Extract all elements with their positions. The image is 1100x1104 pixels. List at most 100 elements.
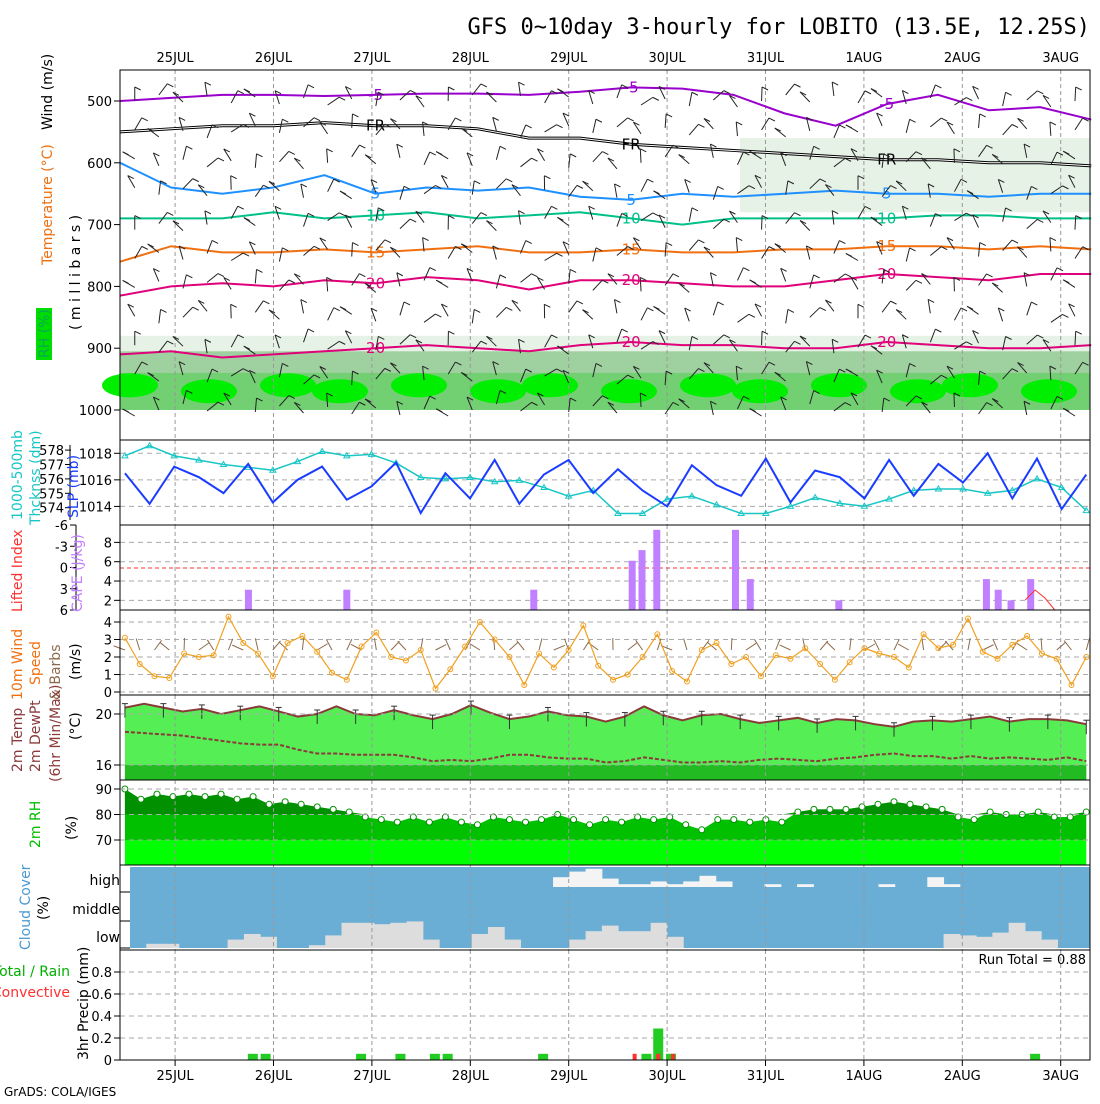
tick-label: 3: [60, 583, 68, 598]
tick-label: 3: [104, 634, 112, 649]
wind-barb-flag: [557, 253, 563, 256]
wind-barb-flag: [916, 280, 922, 283]
wind-barb-flag: [596, 119, 602, 122]
wind-barb-flag: [1076, 331, 1082, 334]
label-precip-total: Total / Rain: [0, 964, 70, 980]
wind-barb: [400, 90, 410, 100]
tick-label: 2: [104, 651, 112, 666]
rain-bar: [430, 1054, 440, 1060]
rh-point: [619, 819, 625, 825]
cape-bar: [530, 590, 537, 610]
rh-band-90: [391, 373, 447, 397]
wind-barb-flag: [570, 269, 576, 272]
wind-barb: [390, 119, 400, 129]
wind-barb-flag: [142, 118, 148, 121]
rh-point: [234, 796, 240, 802]
wind-barb: [539, 638, 542, 650]
wind-barb-flag: [186, 146, 192, 149]
wind-barb-flag: [404, 302, 410, 305]
rh-point: [571, 817, 577, 823]
wind-barb-flag: [1062, 314, 1068, 317]
wind-barb: [545, 91, 552, 103]
tick-label: 900: [87, 342, 112, 357]
wind-barb: [737, 268, 743, 281]
wind-barb: [1050, 122, 1051, 136]
wind-speed-line: [125, 617, 1086, 689]
rh-point: [298, 801, 304, 807]
wind-barb-flag: [352, 114, 358, 117]
high-cloud-bar: [602, 879, 619, 887]
wind-barb: [954, 308, 961, 320]
wind-barb: [472, 181, 474, 195]
wind-barb-flag: [577, 301, 583, 304]
wind-barb-flag: [500, 146, 506, 149]
day-label: 1AUG: [846, 51, 883, 66]
wind-barb-flag: [736, 122, 742, 125]
high-cloud-bar: [569, 872, 586, 887]
wind-barb: [328, 308, 334, 321]
wind-barb-flag: [339, 97, 345, 100]
day-label: 31JUL: [747, 51, 785, 66]
contour-label: FR: [877, 151, 896, 169]
rh-point: [747, 819, 753, 825]
wind-barb-flag: [532, 274, 538, 277]
rh-band-90: [312, 379, 368, 403]
label-temp-2: 2m DewPt: [28, 700, 44, 772]
wind-barb-flag: [692, 208, 698, 211]
wind-barb-flag: [257, 154, 263, 157]
wind-barb-flag: [423, 238, 429, 241]
cloud-level-label: high: [89, 873, 120, 889]
wind-barb-flag: [519, 82, 525, 85]
wind-barb: [665, 114, 666, 128]
wind-barb-flag: [436, 280, 442, 283]
label-precip: 3hr Precip (mm): [76, 947, 92, 1060]
wind-barb: [400, 302, 404, 315]
wind-barb: [519, 211, 521, 225]
low-cloud-bar: [992, 933, 1009, 948]
wind-barb: [255, 638, 258, 650]
wind-barb-flag: [314, 118, 320, 121]
wind-barb-flag: [289, 280, 295, 283]
tick-label: -3: [55, 540, 68, 555]
wind-barb: [472, 309, 474, 323]
wind-barb: [983, 645, 994, 650]
run-total: Run Total = 0.88: [978, 953, 1086, 968]
high-cloud-bar: [716, 881, 733, 887]
wind-barb: [397, 144, 400, 158]
contour-label: 20: [366, 274, 385, 292]
wind-barb: [1050, 238, 1051, 252]
day-label: 28JUL: [452, 51, 490, 66]
tick-label: 80: [95, 809, 112, 824]
wind-barb-flag: [238, 206, 244, 209]
contour-label: 15: [877, 237, 896, 255]
wind-barb-flag: [404, 186, 410, 189]
wind-barb: [689, 240, 698, 251]
low-cloud-bar: [1009, 923, 1026, 948]
wind-barb: [255, 154, 256, 168]
label-temperature: Temperature (°C): [40, 144, 56, 266]
temperature-contour: [120, 274, 1091, 296]
label-temp-3: (6hr Min/Max): [48, 685, 64, 782]
day-label: 29JUL: [550, 51, 588, 66]
wind-barb: [906, 119, 909, 133]
wind-barb: [232, 645, 243, 650]
wind-barb: [269, 310, 279, 319]
contour-label: FR: [622, 135, 641, 153]
cape-bar: [835, 600, 842, 610]
wind-barb: [183, 146, 186, 160]
cape-bar: [639, 550, 646, 610]
wind-barb-flag: [832, 82, 838, 85]
wind-barb: [470, 644, 480, 650]
wind-barb: [423, 122, 424, 136]
rh-point: [843, 806, 849, 812]
tick-label: 0: [60, 562, 68, 577]
rain-bar: [1030, 1054, 1040, 1060]
wind-barb: [755, 640, 761, 650]
wind-barb: [1003, 92, 1006, 106]
wind-barb: [992, 283, 1002, 292]
convective-bar: [656, 1054, 660, 1060]
wind-barb: [496, 179, 506, 189]
panel-frame-precip: [120, 950, 1090, 1060]
rh-band-low: [125, 840, 1086, 865]
